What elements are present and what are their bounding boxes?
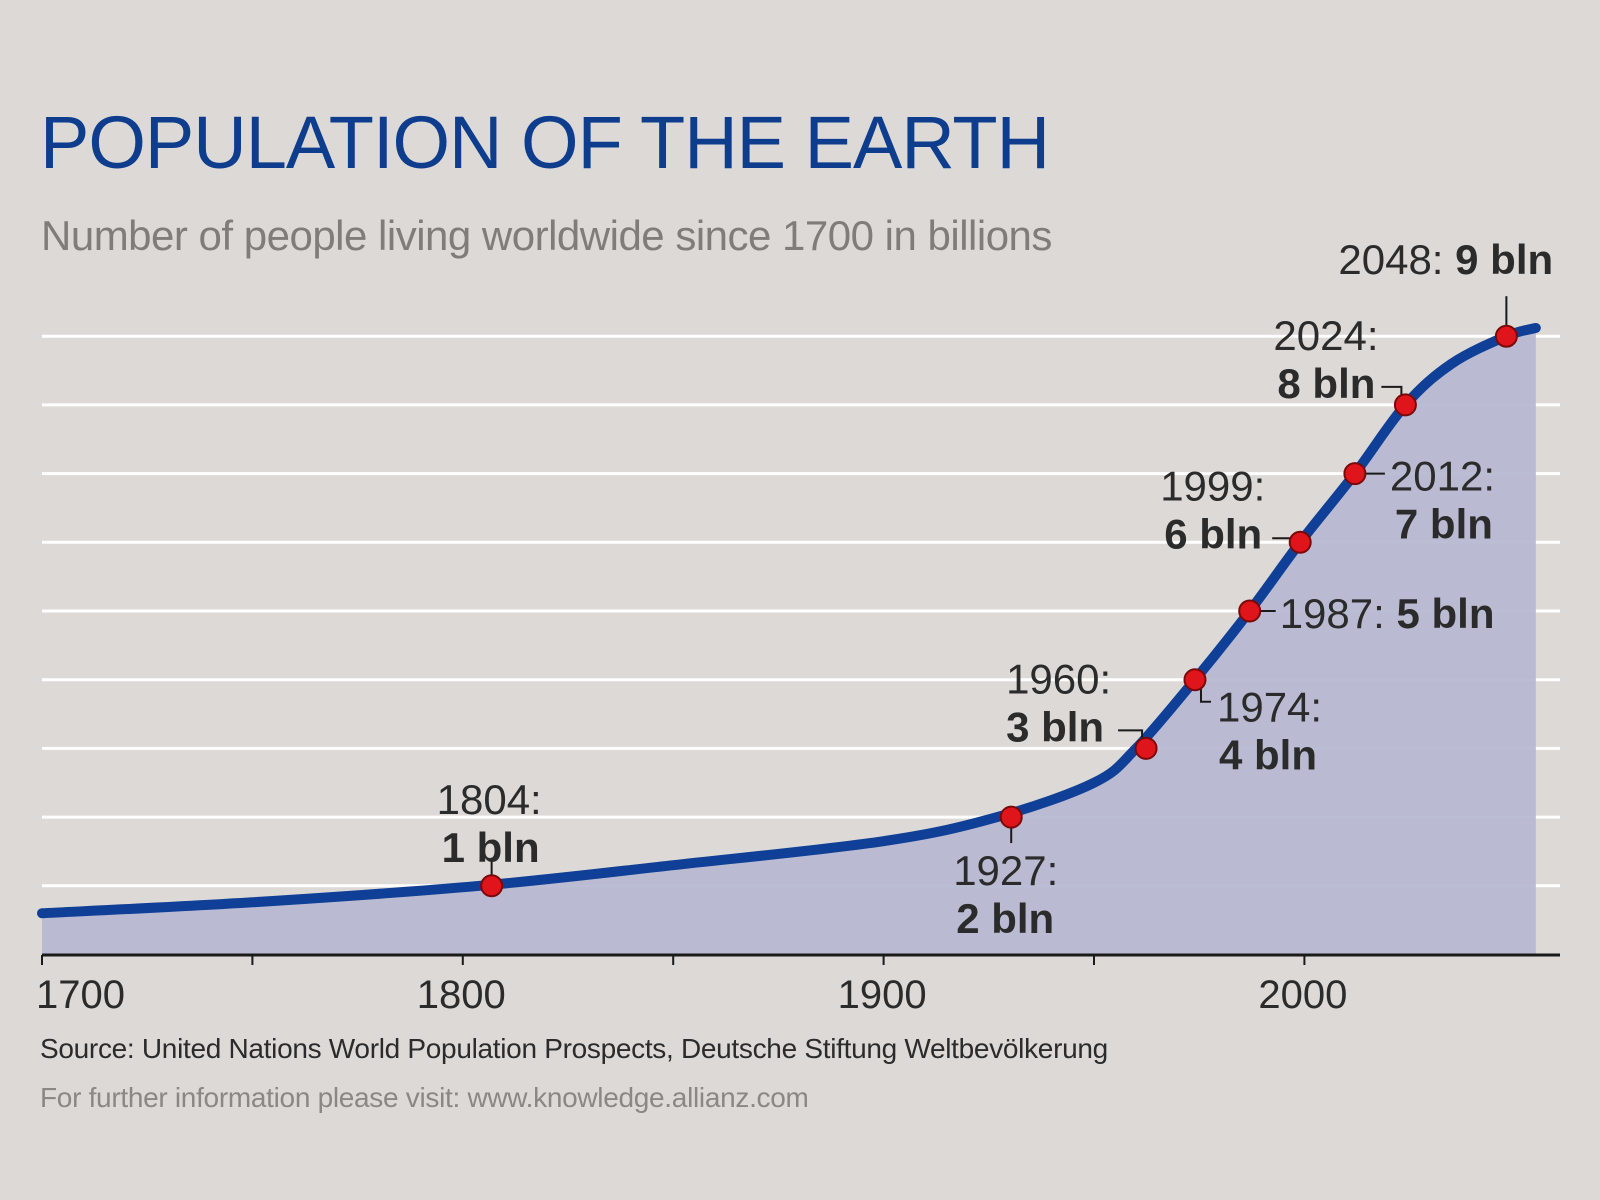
annotation-year-1927: 1927:: [953, 847, 1058, 894]
leader-1974: [1199, 687, 1211, 703]
x-tick-label-2000: 2000: [1258, 973, 1347, 1017]
annotation-value-1999: 6 bln: [1164, 510, 1262, 557]
annotation-label-1987: 1987: 5 bln: [1280, 590, 1495, 637]
x-tick-label-1800: 1800: [417, 973, 506, 1017]
leader-2024: [1381, 385, 1403, 397]
annotation-value-2012: 7 bln: [1395, 501, 1493, 548]
marker-1987: [1238, 599, 1262, 623]
population-chart: 1700 1800 1900 2000 1804:1 bln 1927:2 bln 196…: [36, 236, 1560, 1017]
annotation-value-1987: 5 bln: [1396, 590, 1494, 637]
marker-2012: [1343, 462, 1367, 486]
annotation-year-1960: 1960:: [1006, 655, 1111, 702]
annotation-value-2024: 8 bln: [1277, 360, 1375, 407]
x-tick-label-1900: 1900: [838, 973, 927, 1017]
annotation-label-2048: 2048: 9 bln: [1338, 236, 1553, 283]
area-fill-group: [42, 327, 1536, 955]
annotation-year-1974: 1974:: [1217, 684, 1322, 731]
annotation-year-2012: 2012:: [1390, 453, 1495, 500]
x-tick-label-1700: 1700: [36, 973, 125, 1017]
annotation-value-1974: 4 bln: [1219, 732, 1317, 779]
annotation-year-1987: 1987:: [1280, 590, 1397, 637]
annotation-value-1804: 1 bln: [442, 824, 540, 871]
annotation-value-1960: 3 bln: [1006, 703, 1104, 750]
marker-2024: [1393, 393, 1417, 417]
marker-1999: [1288, 530, 1312, 554]
annotation-year-2048: 2048:: [1338, 236, 1455, 283]
marker-1927: [999, 805, 1023, 829]
annotation-year-1999: 1999:: [1160, 462, 1265, 509]
x-axis: 1700 1800 1900 2000: [36, 953, 1560, 1017]
marker-1804: [480, 874, 504, 898]
leader-1960: [1118, 729, 1144, 741]
marker-1960: [1134, 736, 1158, 760]
source-note: Source: United Nations World Population …: [40, 1033, 1108, 1064]
annotation-year-2024: 2024:: [1273, 312, 1378, 359]
marker-2048: [1494, 324, 1518, 348]
info-link[interactable]: For further information please visit: ww…: [40, 1082, 809, 1113]
area-fill: [42, 327, 1536, 955]
chart-subtitle: Number of people living worldwide since …: [41, 212, 1052, 259]
annotations: 1804:1 bln 1927:2 bln 1960:3 bln 1974:4 bln…: [437, 236, 1554, 942]
marker-1974: [1183, 668, 1207, 692]
annotation-value-2048: 9 bln: [1455, 236, 1553, 283]
annotation-value-1927: 2 bln: [956, 895, 1054, 942]
annotation-year-1804: 1804:: [437, 776, 542, 823]
chart-title: POPULATION OF THE EARTH: [40, 101, 1050, 184]
